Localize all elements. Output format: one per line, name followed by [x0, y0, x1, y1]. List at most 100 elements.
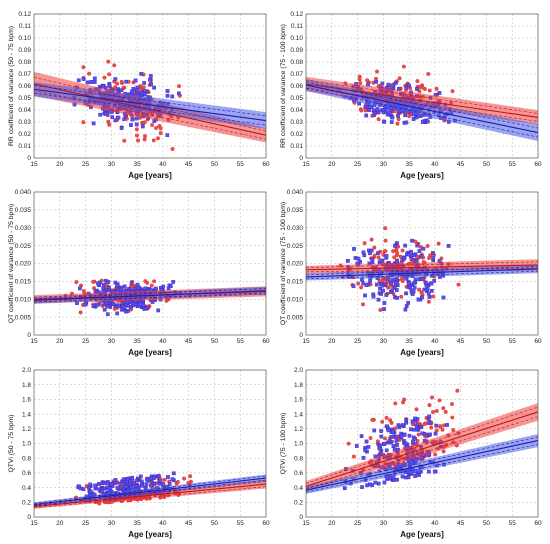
y-tick-label: 0.08 [290, 59, 303, 66]
data-point [85, 80, 90, 85]
data-point [81, 77, 86, 81]
data-point [427, 88, 432, 93]
y-axis-label: QTVi (75 - 100 bpm) [280, 413, 287, 475]
data-point [363, 108, 368, 113]
data-point [122, 85, 127, 90]
x-tick-label: 40 [431, 520, 439, 527]
y-tick-label: 0 [299, 514, 303, 521]
data-point [158, 131, 163, 135]
data-point [106, 280, 111, 284]
data-point [380, 283, 385, 288]
data-point [351, 454, 356, 459]
data-point [372, 245, 377, 250]
data-point [385, 424, 389, 429]
regression-line [306, 411, 538, 487]
data-point [150, 123, 155, 127]
data-point [378, 447, 383, 451]
y-tick-label: 0.07 [18, 71, 31, 78]
data-point [96, 482, 101, 486]
data-point [428, 432, 432, 437]
x-tick-label: 25 [82, 520, 90, 527]
x-tick-label: 60 [262, 161, 270, 168]
data-point [446, 244, 451, 248]
data-point [129, 123, 133, 127]
y-tick-label: 0 [27, 332, 31, 339]
y-tick-label: 0.12 [18, 11, 31, 18]
data-point [107, 122, 112, 127]
data-point [77, 286, 82, 291]
data-point [139, 479, 144, 484]
data-point [376, 251, 380, 256]
data-point [422, 287, 427, 292]
data-point [148, 74, 153, 78]
data-point [134, 122, 139, 127]
data-point [119, 126, 124, 130]
data-point [404, 85, 409, 90]
data-point [425, 119, 430, 124]
data-point [378, 259, 383, 263]
x-tick-label: 25 [82, 338, 90, 345]
x-tick-label: 20 [328, 520, 336, 527]
data-point [378, 443, 382, 448]
data-point [400, 279, 405, 284]
data-point [411, 281, 416, 286]
x-tick-label: 30 [380, 161, 388, 168]
data-point [415, 79, 420, 84]
data-point [376, 117, 381, 122]
data-point [370, 417, 375, 422]
y-tick-label: 0 [299, 155, 303, 162]
x-tick-label: 50 [211, 338, 219, 345]
data-point [354, 444, 359, 448]
data-point [161, 483, 165, 488]
data-point [437, 91, 442, 95]
regression-line [306, 264, 538, 271]
data-point [426, 72, 431, 76]
panel-1: 15 20 25 30 35 40 45 50 55 60 0 0.01 0.02 0.03 0.04 0.0… [8, 11, 270, 180]
data-point [122, 284, 127, 289]
data-point [133, 78, 138, 83]
regression-line [306, 268, 538, 278]
y-tick-label: 0.2 [294, 500, 303, 507]
y-tick-label: 0.020 [287, 261, 304, 268]
data-point [134, 133, 139, 138]
data-point [88, 489, 93, 494]
x-axis-label: Age [years] [128, 348, 172, 357]
confidence-band [306, 403, 538, 492]
data-point [135, 282, 140, 287]
data-point [431, 409, 435, 414]
data-point [403, 307, 408, 312]
data-point [406, 300, 411, 305]
y-tick-label: 0.040 [15, 189, 32, 196]
regression-line [306, 83, 538, 118]
y-tick-label: 0.015 [15, 279, 32, 286]
y-tick-label: 1.6 [22, 397, 31, 404]
data-point [342, 486, 347, 491]
x-tick-label: 55 [509, 520, 517, 527]
data-point [441, 449, 446, 454]
y-tick-label: 1.2 [294, 426, 303, 433]
data-point [403, 475, 408, 480]
data-point [413, 277, 418, 282]
data-point [365, 78, 370, 83]
data-point [411, 257, 415, 262]
y-tick-label: 0.06 [18, 83, 31, 90]
plot-frame [305, 369, 539, 518]
data-point [107, 83, 112, 88]
regression-line [306, 266, 538, 276]
y-tick-label: 0.2 [22, 500, 31, 507]
y-tick-label: 0.030 [287, 225, 304, 232]
x-tick-label: 55 [237, 161, 245, 168]
data-point [98, 112, 103, 117]
data-point [351, 284, 356, 289]
data-point [149, 283, 154, 288]
data-point [372, 253, 377, 258]
data-point [115, 485, 120, 490]
data-point [390, 288, 394, 293]
y-tick-label: 0.8 [294, 455, 303, 462]
data-point [93, 483, 98, 488]
data-point [383, 249, 388, 253]
data-point [101, 84, 105, 89]
y-tick-label: 1.4 [22, 411, 31, 418]
data-point [359, 434, 364, 438]
